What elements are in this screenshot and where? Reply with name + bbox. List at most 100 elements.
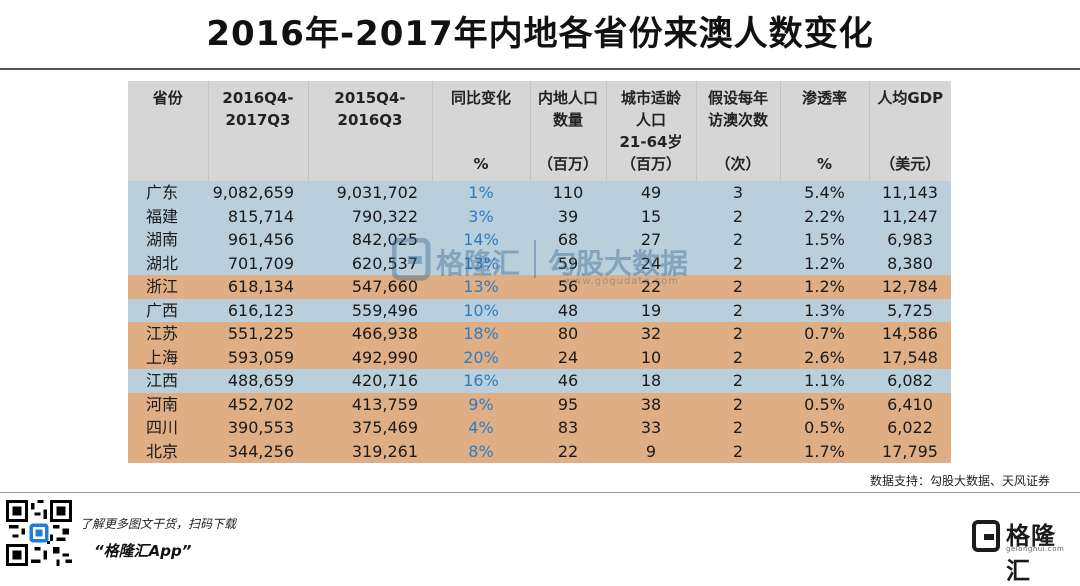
promo-text: 了解更多图文干货，扫码下载 xyxy=(80,517,237,531)
table-header-row: 省份 2016Q4- 2017Q3 2015Q4- 2016Q3 同比变化% 内地人口 数量（… xyxy=(128,81,951,181)
header-label: 内地人口 数量 xyxy=(537,89,598,129)
visitors-2016-cell: 375,469 xyxy=(308,416,432,440)
province-cell: 福建 xyxy=(128,204,208,228)
urban-working-age-pop-cell: 38 xyxy=(606,392,696,416)
title-divider xyxy=(0,68,1080,70)
penetration-rate-cell: 1.2% xyxy=(780,251,869,275)
table-row: 福建 815,714 790,322 3% 39 15 2 2.2% 11,247 xyxy=(128,204,951,228)
header-label: 2016Q4- 2017Q3 xyxy=(222,89,294,129)
population-cell: 110 xyxy=(530,181,606,205)
header-label: 省份 xyxy=(152,89,183,107)
visitors-2016-cell: 547,660 xyxy=(308,275,432,299)
footer-divider xyxy=(0,492,1080,493)
population-cell: 56 xyxy=(530,275,606,299)
population-cell: 22 xyxy=(530,439,606,463)
visits-per-year-cell: 2 xyxy=(696,298,780,322)
visitors-2017-cell: 593,059 xyxy=(208,345,308,369)
visits-per-year-cell: 2 xyxy=(696,322,780,346)
visits-per-year-cell: 2 xyxy=(696,275,780,299)
gdp-per-capita-cell: 11,247 xyxy=(869,204,951,228)
gdp-per-capita-cell: 17,795 xyxy=(869,439,951,463)
table-row: 上海 593,059 492,990 20% 24 10 2 2.6% 17,548 xyxy=(128,345,951,369)
urban-working-age-pop-cell: 33 xyxy=(606,416,696,440)
header-unit: （次） xyxy=(715,155,761,173)
page-title: 2016年-2017年内地各省份来澳人数变化 xyxy=(206,14,874,54)
header-unit xyxy=(309,153,432,181)
table-row: 广东 9,082,659 9,031,702 1% 110 49 3 5.4% 11,143 xyxy=(128,181,951,205)
visits-per-year-cell: 3 xyxy=(696,181,780,205)
header-label: 同比变化 xyxy=(450,89,511,107)
header-unit: % xyxy=(816,155,833,173)
gdp-per-capita-cell: 5,725 xyxy=(869,298,951,322)
yoy-change-cell: 13% xyxy=(432,251,530,275)
header-unit: （百万） xyxy=(537,155,598,173)
population-cell: 46 xyxy=(530,369,606,393)
header-label: 人均GDP xyxy=(877,89,944,107)
province-cell: 北京 xyxy=(128,439,208,463)
province-cell: 江苏 xyxy=(128,322,208,346)
penetration-rate-cell: 1.7% xyxy=(780,439,869,463)
province-cell: 江西 xyxy=(128,369,208,393)
table-body: 广东 9,082,659 9,031,702 1% 110 49 3 5.4% 11,143 福建… xyxy=(128,181,951,463)
urban-working-age-pop-cell: 27 xyxy=(606,228,696,252)
table-row: 河南 452,702 413,759 9% 95 38 2 0.5% 6,410 xyxy=(128,392,951,416)
gdp-per-capita-cell: 8,380 xyxy=(869,251,951,275)
visits-per-year-cell: 2 xyxy=(696,251,780,275)
visitors-2017-cell: 9,082,659 xyxy=(208,181,308,205)
province-cell: 河南 xyxy=(128,392,208,416)
yoy-change-cell: 13% xyxy=(432,275,530,299)
table-row: 北京 344,256 319,261 8% 22 9 2 1.7% 17,795 xyxy=(128,439,951,463)
table-row: 江西 488,659 420,716 16% 46 18 2 1.1% 6,082 xyxy=(128,369,951,393)
population-cell: 48 xyxy=(530,298,606,322)
header-cell: 2015Q4- 2016Q3 xyxy=(308,81,433,181)
brand-logo-url: gelonghui.com xyxy=(1006,545,1065,553)
province-cell: 上海 xyxy=(128,345,208,369)
visitors-2016-cell: 319,261 xyxy=(308,439,432,463)
header-cell: 同比变化% xyxy=(432,81,531,181)
province-cell: 四川 xyxy=(128,416,208,440)
visitors-2016-cell: 420,716 xyxy=(308,369,432,393)
brand-logo-text: 格隆汇 xyxy=(1006,522,1056,585)
penetration-rate-cell: 2.2% xyxy=(780,204,869,228)
header-label: 2015Q4- 2016Q3 xyxy=(334,89,406,129)
visitors-2017-cell: 344,256 xyxy=(208,439,308,463)
yoy-change-cell: 4% xyxy=(432,416,530,440)
app-name[interactable]: “格隆汇App” xyxy=(94,542,192,560)
table-row: 广西 616,123 559,496 10% 48 19 2 1.3% 5,725 xyxy=(128,298,951,322)
qr-code-icon[interactable] xyxy=(6,500,72,566)
penetration-rate-cell: 0.5% xyxy=(780,392,869,416)
table-row: 湖南 961,456 842,025 14% 68 27 2 1.5% 6,983 xyxy=(128,228,951,252)
header-cell: 假设每年 访澳次数 （次） xyxy=(696,81,781,181)
visitors-2017-cell: 815,714 xyxy=(208,204,308,228)
visitors-2016-cell: 620,537 xyxy=(308,251,432,275)
visits-per-year-cell: 2 xyxy=(696,228,780,252)
header-cell: 2016Q4- 2017Q3 xyxy=(208,81,309,181)
penetration-rate-cell: 1.2% xyxy=(780,275,869,299)
header-cell: 人均GDP （美元） xyxy=(869,81,951,181)
visits-per-year-cell: 2 xyxy=(696,345,780,369)
province-cell: 广西 xyxy=(128,298,208,322)
visitors-2017-cell: 551,225 xyxy=(208,322,308,346)
visits-per-year-cell: 2 xyxy=(696,439,780,463)
gdp-per-capita-cell: 11,143 xyxy=(869,181,951,205)
province-cell: 浙江 xyxy=(128,275,208,299)
brand-logo: 格隆汇 gelonghui.com xyxy=(972,516,1076,585)
urban-working-age-pop-cell: 32 xyxy=(606,322,696,346)
population-cell: 83 xyxy=(530,416,606,440)
visitors-2017-cell: 488,659 xyxy=(208,369,308,393)
penetration-rate-cell: 1.5% xyxy=(780,228,869,252)
gdp-per-capita-cell: 17,548 xyxy=(869,345,951,369)
visitors-2017-cell: 452,702 xyxy=(208,392,308,416)
visitors-2016-cell: 492,990 xyxy=(308,345,432,369)
header-cell: 内地人口 数量 （百万） xyxy=(530,81,607,181)
visitors-2017-cell: 701,709 xyxy=(208,251,308,275)
population-cell: 59 xyxy=(530,251,606,275)
yoy-change-cell: 16% xyxy=(432,369,530,393)
header-unit: （百万） xyxy=(620,155,681,173)
population-cell: 80 xyxy=(530,322,606,346)
population-cell: 24 xyxy=(530,345,606,369)
header-label: 城市适龄 人口 21-64岁 xyxy=(619,89,683,151)
source-note: 数据支持：勾股大数据、天风证券 xyxy=(869,474,1050,488)
table-row: 四川 390,553 375,469 4% 83 33 2 0.5% 6,022 xyxy=(128,416,951,440)
table-row: 江苏 551,225 466,938 18% 80 32 2 0.7% 14,586 xyxy=(128,322,951,346)
